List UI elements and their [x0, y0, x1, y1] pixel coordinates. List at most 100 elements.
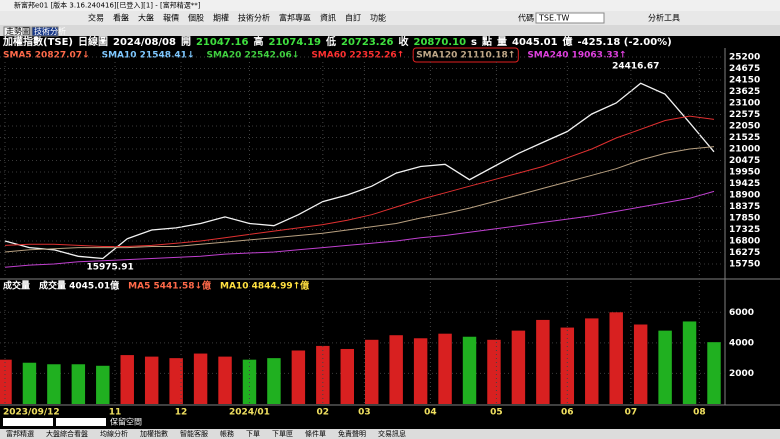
- status-item[interactable]: 條件單: [305, 429, 326, 438]
- status-item[interactable]: 富邦精選: [6, 429, 34, 438]
- ma-legend: SMA10 21548.41↓: [102, 51, 195, 61]
- x-tick-label: 11: [109, 408, 122, 418]
- volume-bar: [22, 362, 37, 404]
- info-item: 加權指數(TSE): [2, 35, 73, 48]
- tab-label[interactable]: 技術分析: [34, 26, 66, 36]
- menu-item[interactable]: 功能: [370, 13, 386, 23]
- x-tick-label: 05: [490, 408, 503, 418]
- menu-item[interactable]: 交易: [88, 13, 104, 23]
- status-item[interactable]: 帳務: [220, 429, 234, 438]
- x-tick-label: 08: [693, 408, 706, 418]
- volume-legend: 成交量: [3, 280, 30, 292]
- x-tick-label: 2023/09/12: [3, 408, 60, 418]
- info-item: 低: [325, 35, 336, 48]
- ma-legend: SMA120 21110.18↑: [416, 51, 515, 61]
- volume-bar: [144, 356, 159, 404]
- price-line: [4, 190, 715, 268]
- status-item[interactable]: 交易訊息: [378, 429, 406, 438]
- symbol: TSE.TW: [538, 14, 569, 23]
- volume-bar: [511, 330, 526, 404]
- info-item: 億: [563, 35, 573, 48]
- tools[interactable]: 分析工具: [648, 13, 680, 23]
- volume-bar: [96, 365, 110, 404]
- y-tick-label: 4000: [729, 338, 754, 348]
- menu-item[interactable]: 自訂: [345, 13, 361, 23]
- y-tick-label: 17850: [729, 214, 760, 224]
- status-item[interactable]: 大盤綜合看盤: [46, 429, 88, 438]
- volume-bar: [340, 348, 354, 404]
- y-tick-label: 24150: [729, 76, 760, 86]
- tab[interactable]: [3, 26, 31, 37]
- price-line: [4, 82, 715, 260]
- y-tick-label: 22575: [729, 110, 760, 120]
- ma-legend: SMA60 22352.26↑: [311, 51, 404, 61]
- status-item[interactable]: 均線分析: [100, 429, 128, 438]
- ma-legend: SMA20 22542.06↓: [206, 51, 299, 61]
- volume-bar: [609, 312, 623, 404]
- volume-bar: [707, 342, 721, 404]
- title-bar: [0, 0, 780, 11]
- y-tick-label: 25200: [729, 53, 760, 63]
- status-item[interactable]: 智能客服: [180, 429, 208, 438]
- menu-item[interactable]: 大盤: [138, 13, 154, 23]
- tab-label[interactable]: 走勢圖: [6, 26, 30, 36]
- volume-bar: [658, 330, 672, 404]
- volume-bar: [536, 319, 550, 404]
- volume-bar: [193, 353, 208, 404]
- info-item: 20723.26: [341, 37, 394, 48]
- volume-bar: [267, 358, 281, 404]
- y-tick-label: 23100: [729, 99, 760, 109]
- info-item: 2024/08/08: [113, 37, 176, 48]
- tab-strip: [0, 25, 780, 36]
- volume-legend: MA10 4844.99↑億: [220, 280, 309, 292]
- menu-item[interactable]: 技術分析: [238, 13, 270, 23]
- volume-bar: [633, 324, 648, 404]
- date-range-box[interactable]: [56, 418, 106, 426]
- info-item: 21074.19: [268, 37, 321, 48]
- status-item[interactable]: 下單匣: [272, 430, 293, 438]
- x-tick-label: 12: [175, 408, 188, 418]
- volume-bar: [682, 321, 697, 404]
- price-line: [4, 115, 715, 247]
- symbol-box[interactable]: [535, 12, 605, 24]
- y-tick-label: 18900: [729, 191, 760, 201]
- reserve-label[interactable]: 保留空間: [110, 417, 142, 427]
- volume-bar: [560, 327, 575, 404]
- info-item: -425.18 (-2.00%): [578, 37, 672, 48]
- info-item: 日線圖: [78, 35, 108, 48]
- y-tick-label: 6000: [729, 308, 754, 318]
- extreme-label: 24416.67: [612, 62, 659, 72]
- y-tick-label: 19425: [729, 179, 760, 189]
- status-item[interactable]: 加權指數: [140, 429, 168, 438]
- status-item[interactable]: 下單: [246, 430, 260, 438]
- highlight-box: [412, 47, 519, 63]
- volume-bar: [413, 338, 428, 404]
- info-item: 開: [181, 36, 191, 48]
- menu-item[interactable]: 看盤: [113, 13, 129, 23]
- plot-layer: 加權指數(TSE) 日線圖 2024/08/08 開 21047.16 高 21074.19…: [0, 35, 760, 427]
- tab[interactable]: [31, 26, 59, 37]
- menu-item[interactable]: 富邦專區: [279, 13, 311, 23]
- date-range-box[interactable]: [3, 418, 53, 426]
- y-tick-label: 21525: [729, 133, 760, 143]
- info-item: s: [471, 37, 477, 48]
- menu-item[interactable]: 期權: [213, 13, 229, 23]
- x-tick-label: 03: [358, 408, 371, 418]
- menu-item[interactable]: 個股: [188, 13, 204, 23]
- menu-item[interactable]: 報價: [163, 14, 179, 23]
- menu-item[interactable]: 資訊: [320, 13, 336, 23]
- volume-bar: [71, 364, 86, 404]
- y-tick-label: 16275: [729, 248, 760, 258]
- info-item: 點: [481, 35, 492, 48]
- volume-bar: [242, 359, 257, 404]
- y-tick-label: 15750: [729, 260, 760, 270]
- volume-bar: [438, 333, 452, 404]
- volume-bar: [365, 339, 379, 404]
- status-item[interactable]: 免責聲明: [338, 429, 366, 438]
- y-tick-label: 20475: [729, 156, 760, 166]
- info-item: 4045.01: [512, 37, 558, 48]
- volume-bar: [462, 336, 477, 404]
- ma-legend: SMA240 19063.33↑: [527, 51, 626, 61]
- volume-bar: [218, 356, 232, 404]
